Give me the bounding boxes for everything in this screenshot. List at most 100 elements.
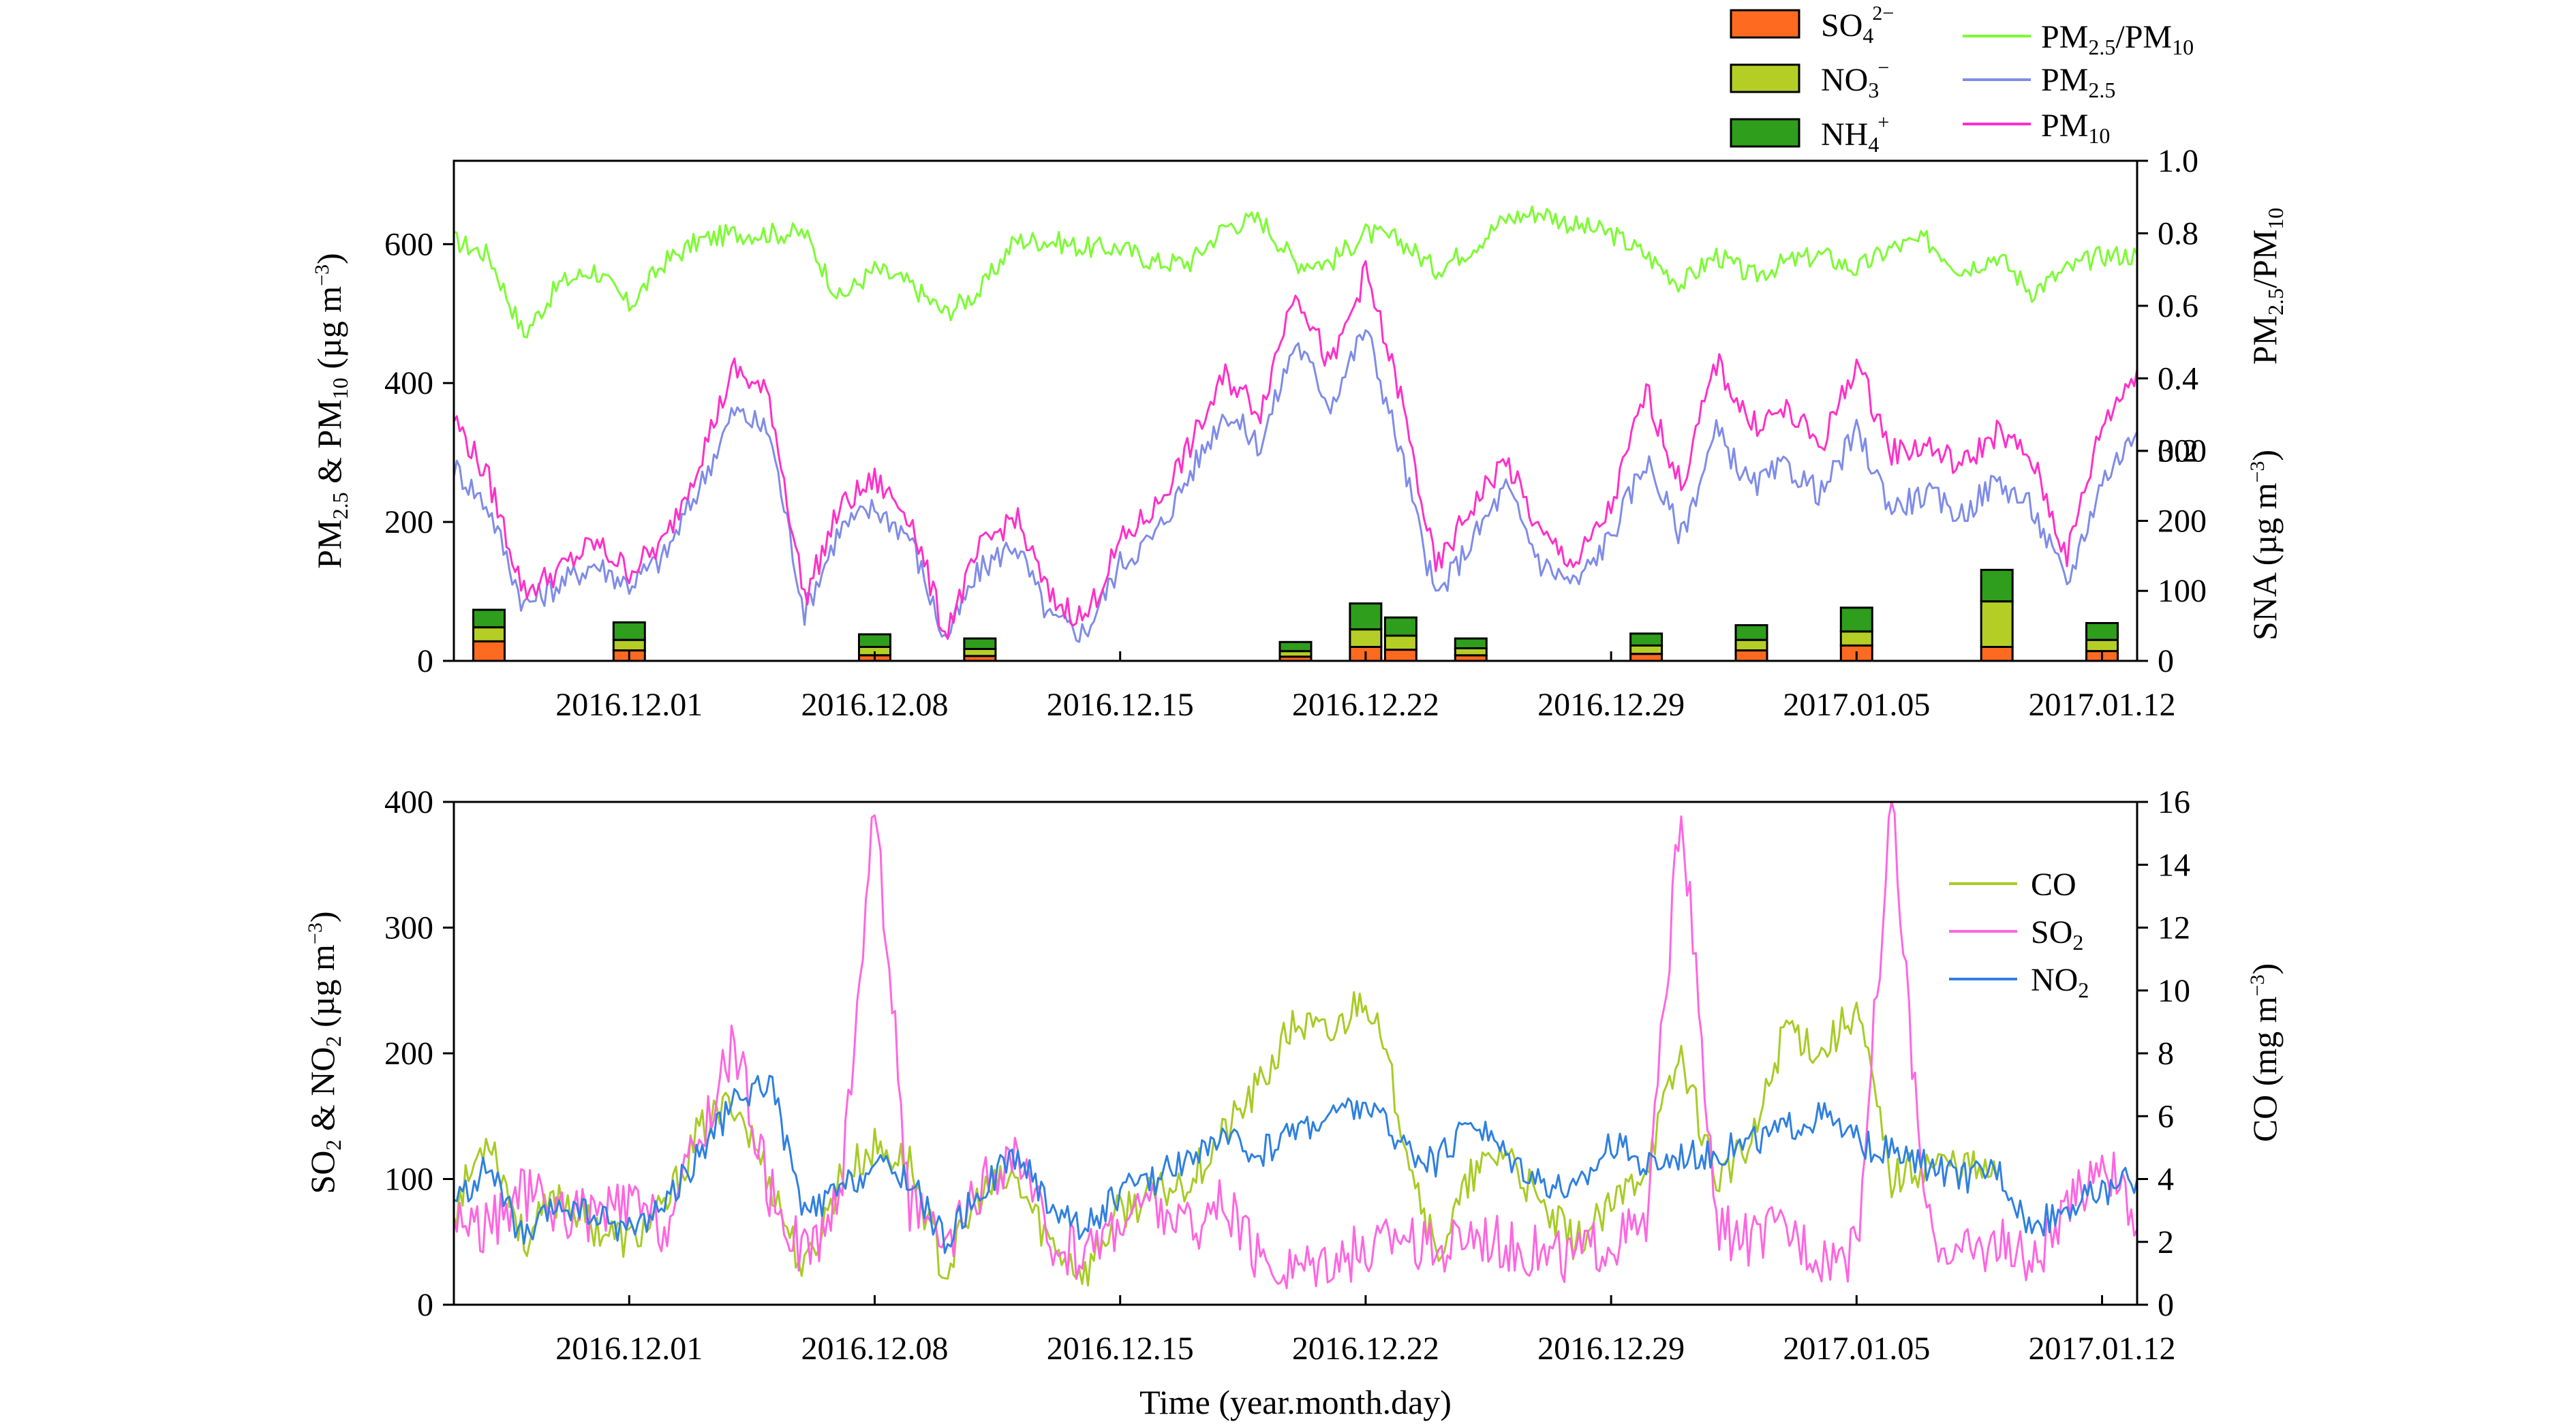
x-tick-label: 2017.01.12 bbox=[2029, 687, 2176, 723]
legend-label-co: CO bbox=[2031, 867, 2076, 903]
top-y-left-ticks: 0 200 400 600 bbox=[384, 226, 454, 679]
top-x-ticks: 2016.12.01 2016.12.08 2016.12.15 2016.12.22… bbox=[555, 651, 2176, 723]
bar-so4-6 bbox=[1383, 649, 1417, 662]
bar-nh4-0 bbox=[472, 608, 506, 629]
bottom-y-left-ticks: 0 100 200 300 400 bbox=[384, 784, 454, 1323]
bar-nh4-5 bbox=[1349, 602, 1383, 631]
legend-label-nh4: NH4+ bbox=[1821, 111, 1889, 157]
legend-label-no2: NO2 bbox=[2031, 962, 2089, 1002]
y-left-tick-label: 300 bbox=[384, 910, 433, 946]
bar-so4-0 bbox=[472, 640, 506, 662]
y-right-tick-label: 12 bbox=[2158, 910, 2190, 946]
x-tick-label: 2016.12.29 bbox=[1537, 1331, 1685, 1367]
legend-swatch-so4 bbox=[1730, 9, 1800, 39]
legend-label-ratio: PM2.5/PM10 bbox=[2041, 19, 2194, 59]
bar-no3-0 bbox=[472, 626, 506, 642]
x-tick-label: 2016.12.22 bbox=[1292, 1331, 1439, 1367]
legend-label-so4: SO42− bbox=[1821, 2, 1894, 48]
y-right-sna-tick-label: 0 bbox=[2158, 643, 2174, 679]
y-right-ratio-tick-label: 1.0 bbox=[2158, 143, 2198, 179]
x-tick-label: 2016.12.01 bbox=[555, 687, 703, 723]
y-right-sna-tick-label: 100 bbox=[2158, 573, 2207, 609]
x-tick-label: 2016.12.08 bbox=[801, 1331, 949, 1367]
y-right-ratio-tick-label: 0.8 bbox=[2158, 215, 2198, 251]
series-line-ratio bbox=[453, 205, 2138, 339]
series-line-so2 bbox=[453, 801, 2138, 1290]
series-line-pm25 bbox=[453, 329, 2138, 643]
y-right-tick-label: 10 bbox=[2158, 973, 2190, 1009]
y-left-tick-label: 0 bbox=[417, 1287, 433, 1323]
y-left-tick-label: 200 bbox=[384, 504, 433, 540]
bar-nh4-8 bbox=[1629, 632, 1663, 647]
x-tick-label: 2016.12.08 bbox=[801, 687, 949, 723]
top-series-layer bbox=[453, 205, 2138, 643]
x-tick-label: 2016.12.15 bbox=[1047, 687, 1194, 723]
bar-so4-9 bbox=[1734, 649, 1768, 662]
x-tick-label: 2017.01.12 bbox=[2029, 1331, 2176, 1367]
legend-label-so2: SO2 bbox=[2031, 914, 2083, 955]
bar-no3-5 bbox=[1349, 628, 1383, 648]
bottom-y-left-title: SO2 & NO2 (µg m−3) bbox=[303, 912, 346, 1194]
legend-label-pm10: PM10 bbox=[2041, 108, 2110, 148]
bar-nh4-3 bbox=[963, 637, 997, 650]
top-plot-frame bbox=[453, 159, 2138, 662]
y-right-sna-tick-label: 200 bbox=[2158, 503, 2207, 539]
top-y-right-sna-title: SNA (µg m−3) bbox=[2245, 450, 2284, 640]
legend-swatch-nh4 bbox=[1730, 118, 1800, 148]
y-left-tick-label: 600 bbox=[384, 226, 433, 262]
bar-no3-3 bbox=[963, 648, 997, 657]
top-y-right-ratio-title: PM2.5/PM10 bbox=[2245, 208, 2288, 365]
y-left-tick-label: 400 bbox=[384, 365, 433, 401]
y-right-tick-label: 16 bbox=[2158, 784, 2190, 820]
bar-no3-10 bbox=[1839, 630, 1873, 647]
bar-nh4-9 bbox=[1734, 624, 1768, 641]
bar-nh4-4 bbox=[1278, 640, 1313, 653]
y-right-sna-tick-label: 300 bbox=[2158, 433, 2207, 469]
x-tick-label: 2017.01.05 bbox=[1783, 687, 1930, 723]
y-right-tick-label: 0 bbox=[2158, 1287, 2174, 1323]
legend-swatch-no3 bbox=[1730, 63, 1800, 93]
series-line-pm10 bbox=[453, 260, 2138, 640]
top-y-left-title: PM2.5 & PM10 (µg m−3) bbox=[310, 253, 352, 568]
bar-no3-1 bbox=[612, 638, 646, 652]
bar-nh4-1 bbox=[612, 621, 646, 641]
bar-no3-7 bbox=[1454, 647, 1488, 657]
x-tick-label: 2016.12.29 bbox=[1537, 687, 1685, 723]
bar-no3-8 bbox=[1629, 644, 1663, 655]
bottom-y-right-title: CO (mg m−3) bbox=[2245, 963, 2284, 1142]
bottom-legend: CO SO2 NO2 bbox=[1949, 867, 2089, 1002]
bar-no3-11 bbox=[1980, 600, 2014, 649]
y-right-ratio-tick-label: 0.2 bbox=[2158, 433, 2198, 469]
top-bars-layer bbox=[472, 568, 2119, 662]
bottom-x-title: Time (year.month.day) bbox=[1139, 1383, 1452, 1421]
bar-nh4-6 bbox=[1383, 616, 1417, 637]
bar-so4-8 bbox=[1629, 653, 1663, 662]
bar-no3-12 bbox=[2085, 638, 2119, 653]
y-right-tick-label: 4 bbox=[2158, 1162, 2174, 1198]
y-right-tick-label: 6 bbox=[2158, 1098, 2174, 1134]
bar-no3-6 bbox=[1383, 634, 1417, 651]
bar-nh4-2 bbox=[858, 633, 891, 648]
bar-so4-11 bbox=[1980, 645, 2014, 662]
bar-no3-9 bbox=[1734, 638, 1768, 652]
top-panel: 2016.12.01 2016.12.08 2016.12.15 2016.12.22… bbox=[310, 2, 2288, 723]
y-left-tick-label: 100 bbox=[384, 1162, 433, 1198]
bottom-series-layer bbox=[453, 801, 2138, 1290]
series-line-no2 bbox=[453, 1074, 2138, 1254]
bar-nh4-10 bbox=[1839, 606, 1873, 633]
y-left-tick-label: 400 bbox=[384, 784, 433, 820]
y-right-tick-label: 2 bbox=[2158, 1224, 2174, 1260]
y-right-ratio-tick-label: 0.4 bbox=[2158, 360, 2198, 397]
top-legend: SO42− NO3− NH4+ PM2.5/PM10 PM2.5 PM10 bbox=[1730, 2, 2194, 157]
x-tick-label: 2017.01.05 bbox=[1783, 1331, 1930, 1367]
x-tick-label: 2016.12.01 bbox=[555, 1331, 703, 1367]
bar-nh4-7 bbox=[1454, 637, 1488, 649]
y-left-tick-label: 0 bbox=[417, 643, 433, 679]
x-tick-label: 2016.12.15 bbox=[1047, 1331, 1194, 1367]
y-right-tick-label: 14 bbox=[2158, 847, 2190, 883]
bottom-y-right-ticks: 0 2 4 6 8 10 12 14 16 bbox=[2137, 784, 2190, 1323]
top-y-right-ticks: 0.2 0.4 0.6 0.8 1.0 0 100 200 300 bbox=[2137, 143, 2207, 679]
y-right-ratio-tick-label: 0.6 bbox=[2158, 288, 2198, 324]
bottom-x-ticks: 2016.12.01 2016.12.08 2016.12.15 2016.12.22… bbox=[555, 1295, 2176, 1367]
